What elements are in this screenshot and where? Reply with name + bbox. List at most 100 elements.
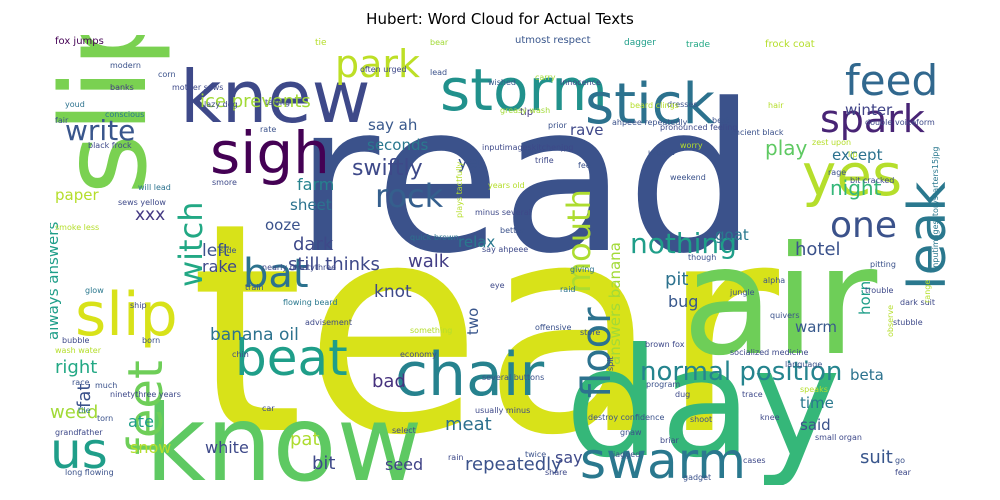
- word-greasy-wash: greasy wash: [500, 106, 550, 115]
- word-dark-suit: dark suit: [900, 298, 935, 307]
- word-two: two: [464, 308, 482, 335]
- word-destroy-confidence: destroy confidence: [588, 413, 664, 422]
- word-rock: rock: [375, 177, 444, 215]
- word-smore: smore: [212, 178, 237, 187]
- word-pronounced-feeling: pronounced feeling: [660, 123, 737, 132]
- word-tear: tear: [190, 162, 782, 485]
- word-always-answers: always answers: [50, 222, 62, 340]
- word-pitting: pitting: [870, 260, 896, 269]
- word-race: race: [72, 378, 90, 387]
- word-horn: horn: [856, 281, 874, 315]
- word-meat: meat: [445, 414, 492, 435]
- word-nothing: nothing: [630, 227, 737, 260]
- word-ship: ship: [130, 301, 147, 310]
- word-shoot: shoot: [690, 415, 712, 424]
- word-sigh: sigh: [210, 119, 330, 187]
- word-park: park: [335, 42, 420, 86]
- word-beat: beat: [235, 329, 348, 387]
- word-normal-position: normal position: [640, 357, 842, 387]
- word-spit: spit: [606, 356, 615, 371]
- word-often-urged: often urged: [360, 65, 407, 74]
- word-mouth: mouth: [560, 189, 598, 293]
- word-bear: bear: [430, 38, 449, 47]
- word-day: day: [565, 317, 841, 485]
- word-chin: chin: [232, 350, 249, 359]
- word-us: us: [50, 422, 108, 480]
- word-weekend: weekend: [670, 173, 706, 182]
- word-yet: yet: [458, 153, 484, 172]
- word-utmost-respect: utmost respect: [515, 35, 591, 46]
- word-fair: fair: [55, 116, 69, 125]
- word-ice-prevents: ice prevents: [200, 91, 311, 112]
- word-stubble: stubble: [893, 318, 923, 327]
- word-rain: rain: [448, 453, 463, 462]
- word-much: much: [95, 381, 117, 390]
- word-bad: bad: [372, 371, 406, 392]
- word-storm: storm: [440, 56, 608, 124]
- word-goat: goat: [715, 226, 749, 244]
- word-sews-yellow: sews yellow: [118, 198, 166, 207]
- word-fee: fee: [578, 161, 591, 170]
- word-years-old: years old: [488, 181, 525, 190]
- word-lazy-dog: lazy dog: [204, 100, 238, 109]
- word-air: air: [682, 215, 878, 389]
- word-glow: glow: [85, 286, 104, 295]
- word-read: read: [295, 61, 757, 299]
- word-tip: tip: [520, 107, 533, 118]
- word-modern: modern: [110, 61, 141, 70]
- word-gnaw: gnaw: [620, 428, 642, 437]
- word-bit: bit: [312, 453, 335, 474]
- word-small-organ: small organ: [815, 433, 862, 442]
- word-twice: twice: [525, 450, 546, 459]
- word-trifle: trifle: [535, 156, 554, 165]
- word-gadget: gadget: [683, 473, 711, 482]
- word-night: night: [830, 176, 882, 200]
- word-side: side: [220, 246, 236, 255]
- word-swarm: swarm: [580, 432, 746, 485]
- word-grandfather: grandfather: [55, 428, 103, 437]
- word-program: program: [646, 380, 680, 389]
- word-dagger: dagger: [624, 38, 656, 48]
- word-socialized-medicine: socialized medicine: [730, 348, 808, 357]
- word-go: go: [895, 456, 905, 465]
- word-prior: prior: [548, 121, 567, 130]
- word-quick-brown: quick brown: [410, 233, 459, 242]
- word-right: right: [55, 357, 97, 378]
- word-mother-sews: mother sews: [172, 83, 223, 92]
- word-zest-upon: zest upon: [812, 138, 851, 147]
- word-snow: snow: [130, 438, 171, 457]
- word-long-flowing: long flowing: [65, 468, 114, 477]
- word-relax: relax: [458, 233, 495, 251]
- word-beta: beta: [850, 366, 884, 384]
- word-weed: weed: [50, 402, 98, 423]
- word-range: range: [923, 280, 932, 303]
- word-tie: tie: [315, 38, 327, 48]
- word-observe: observe: [886, 305, 895, 337]
- word-urgent: urgent: [648, 148, 674, 157]
- word-will-lead: will lead: [138, 183, 171, 192]
- word-seconds: seconds: [367, 136, 428, 154]
- word-economy: economy: [400, 350, 437, 359]
- word-one: one: [830, 205, 897, 246]
- word-innocence: innocence: [560, 78, 601, 87]
- word-say: say: [555, 448, 583, 467]
- word-except: except: [832, 146, 883, 164]
- word-beard-clings: beard clings: [630, 101, 679, 110]
- word-minus-several: minus several: [475, 208, 531, 217]
- word-usually-minus: usually minus: [475, 406, 530, 415]
- word-trace: trace: [742, 390, 763, 399]
- word-left: left: [202, 241, 230, 261]
- word-trade: trade: [686, 40, 710, 50]
- word-store: store: [580, 328, 600, 337]
- word-bubble: bubble: [62, 336, 90, 345]
- word-say-ah: say ah: [368, 116, 417, 134]
- word-inputimagesstorystarters15jpg: inputimagesstorystarters15jpg: [931, 147, 940, 270]
- word-banks: banks: [110, 83, 134, 92]
- word-said: said: [800, 416, 831, 434]
- word-chair: chair: [395, 340, 544, 410]
- word-dresses: dresses: [667, 100, 698, 109]
- word-hair: hair: [768, 101, 784, 110]
- word-advisement: advisement: [305, 318, 352, 327]
- word-inputimageskitchenjpg: inputimageskitchenjpg: [482, 143, 574, 152]
- word-yes: yes: [802, 141, 902, 209]
